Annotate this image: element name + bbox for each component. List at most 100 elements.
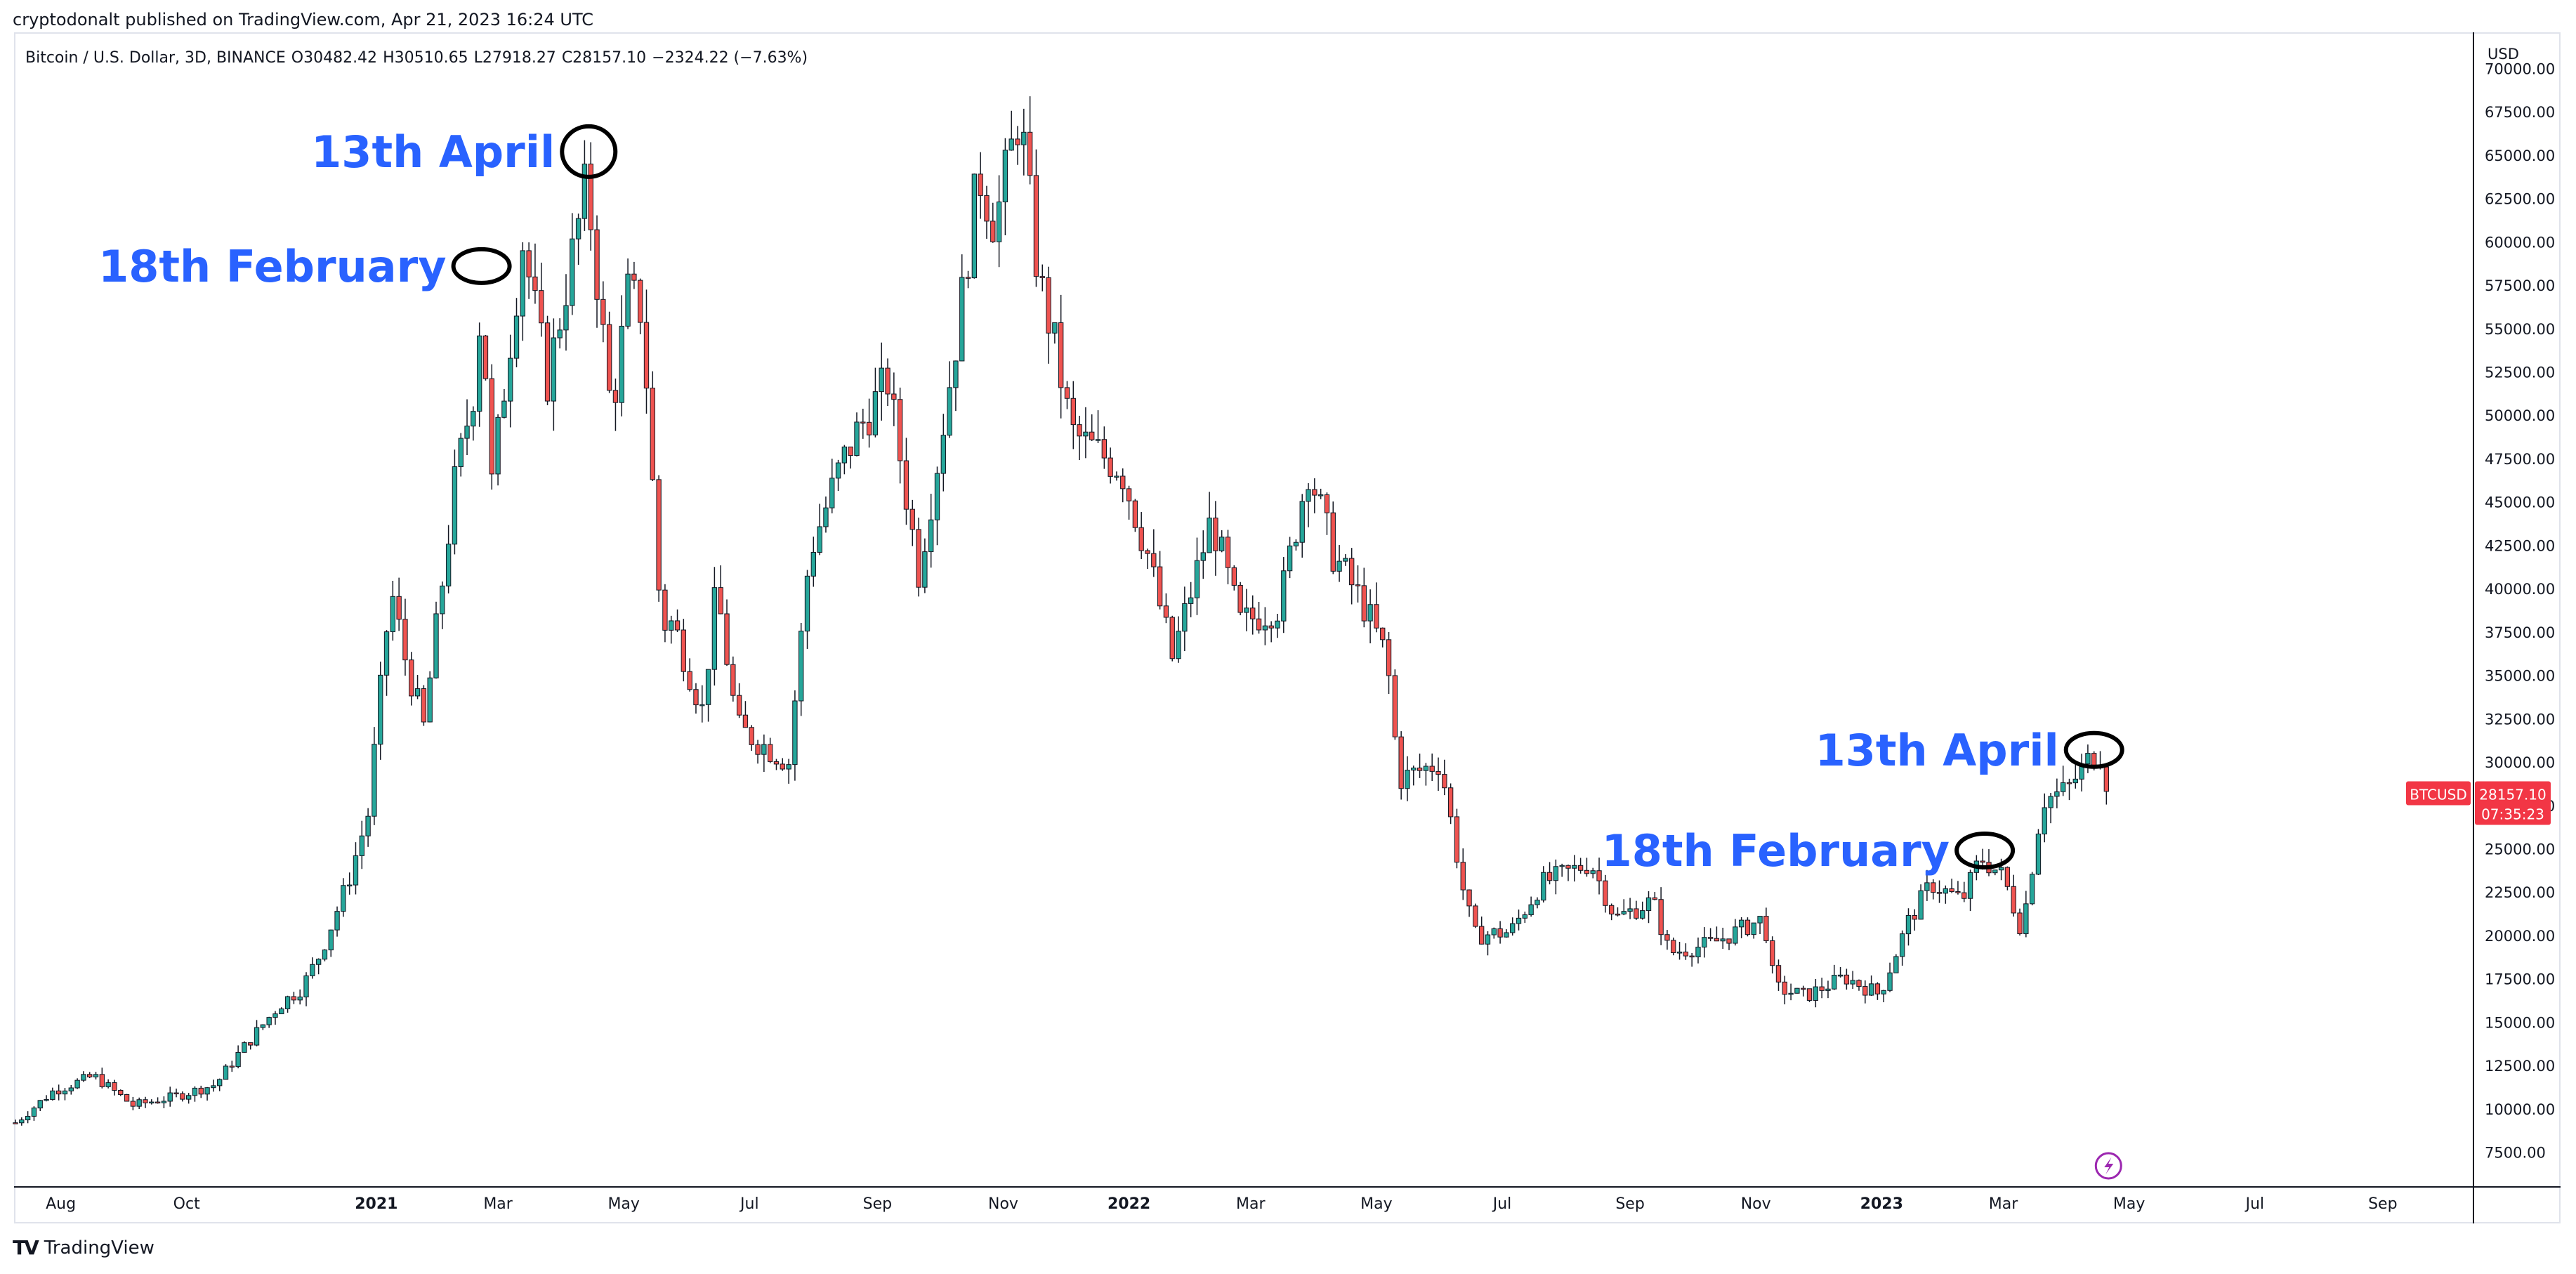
candle: [1770, 936, 1775, 974]
candle: [1330, 501, 1336, 574]
candle: [928, 494, 934, 568]
candle: [1262, 607, 1268, 645]
candle-body: [1244, 608, 1249, 613]
candle-body: [1806, 988, 1813, 1001]
candle: [1738, 917, 1744, 938]
candle-body: [1541, 872, 1546, 901]
candle-body: [260, 1024, 266, 1028]
candle: [1819, 978, 1825, 999]
candle: [1039, 264, 1045, 291]
candle: [1825, 980, 1831, 999]
candle: [1572, 855, 1577, 882]
candle: [638, 278, 643, 334]
candle: [1442, 759, 1447, 796]
candle: [1244, 589, 1249, 631]
candle-body: [749, 727, 754, 745]
candle-body: [254, 1027, 260, 1046]
candle: [118, 1089, 124, 1096]
candle-body: [1163, 605, 1169, 618]
candle-body: [1108, 457, 1113, 477]
candle: [1386, 631, 1392, 695]
candle-body: [1058, 322, 1064, 388]
candle: [44, 1095, 49, 1102]
candle-body: [81, 1074, 86, 1081]
candle-body: [291, 996, 297, 1001]
candle-body: [588, 164, 593, 230]
candle: [841, 445, 848, 475]
candle-body: [365, 815, 371, 836]
candle-body: [105, 1082, 111, 1087]
candle: [55, 1084, 62, 1101]
legend-symbol: Bitcoin / U.S. Dollar, 3D, BINANCE: [25, 49, 286, 67]
candle-body: [1405, 770, 1410, 789]
candle: [1676, 942, 1683, 960]
candle-body: [2042, 807, 2047, 834]
candle-body: [1052, 322, 1058, 334]
candle-body: [13, 1122, 18, 1124]
candle: [693, 683, 699, 714]
candle-body: [1002, 150, 1008, 202]
candle: [563, 274, 569, 351]
candle: [1720, 927, 1726, 949]
candle-body: [563, 305, 569, 331]
candle: [1256, 601, 1262, 634]
candle: [81, 1071, 86, 1082]
candle-body: [643, 322, 650, 389]
candle: [835, 459, 841, 492]
candle: [1733, 919, 1738, 946]
candle-body: [848, 446, 853, 457]
candle: [526, 242, 532, 299]
candle: [1528, 896, 1534, 917]
candle: [1398, 731, 1404, 800]
candle-body: [600, 298, 606, 325]
candle-body: [1819, 986, 1825, 991]
candle: [1961, 881, 1967, 902]
tradingview-logo[interactable]: TV TradingView: [13, 1236, 155, 1259]
candle: [1967, 869, 1973, 912]
candle-body: [161, 1101, 167, 1103]
x-tick-label: Mar: [1236, 1195, 1266, 1213]
x-tick-label: Mar: [1989, 1195, 2018, 1213]
candle-body: [1664, 934, 1670, 941]
y-tick-label: 17500.00: [2485, 971, 2555, 988]
candle: [50, 1087, 55, 1101]
candle: [1188, 582, 1194, 617]
candle: [681, 619, 687, 682]
candle: [1417, 754, 1423, 778]
candle-body: [860, 421, 866, 423]
candle: [1317, 488, 1324, 499]
candle: [1832, 964, 1837, 990]
candle-body: [570, 238, 575, 306]
x-tick-label: Nov: [988, 1195, 1018, 1213]
candle: [1683, 943, 1689, 960]
candle: [959, 254, 965, 362]
candle-body: [1182, 603, 1188, 632]
candle: [495, 414, 501, 486]
candle-body: [303, 975, 309, 998]
candle: [421, 685, 427, 726]
candle: [1899, 930, 1905, 966]
candle-body: [1924, 882, 1930, 891]
candle: [539, 262, 544, 337]
candle: [767, 737, 773, 763]
candle: [1912, 909, 1917, 931]
candle: [1707, 928, 1714, 942]
candle-body: [2061, 782, 2066, 792]
candle: [390, 581, 396, 641]
candle: [508, 334, 513, 428]
candle: [1429, 753, 1435, 782]
candle-body: [25, 1115, 31, 1121]
candle: [860, 408, 866, 439]
candle: [1485, 931, 1491, 956]
candle: [810, 537, 816, 587]
candle-body: [1213, 518, 1218, 551]
candle-body: [1714, 938, 1720, 942]
x-tick-label: Jul: [2244, 1195, 2264, 1213]
candle: [1182, 586, 1188, 652]
candle: [1702, 927, 1707, 958]
x-tick-label: Jul: [739, 1195, 759, 1213]
candle: [1856, 979, 1862, 991]
candle-body: [266, 1017, 272, 1025]
candle-body: [192, 1087, 198, 1096]
